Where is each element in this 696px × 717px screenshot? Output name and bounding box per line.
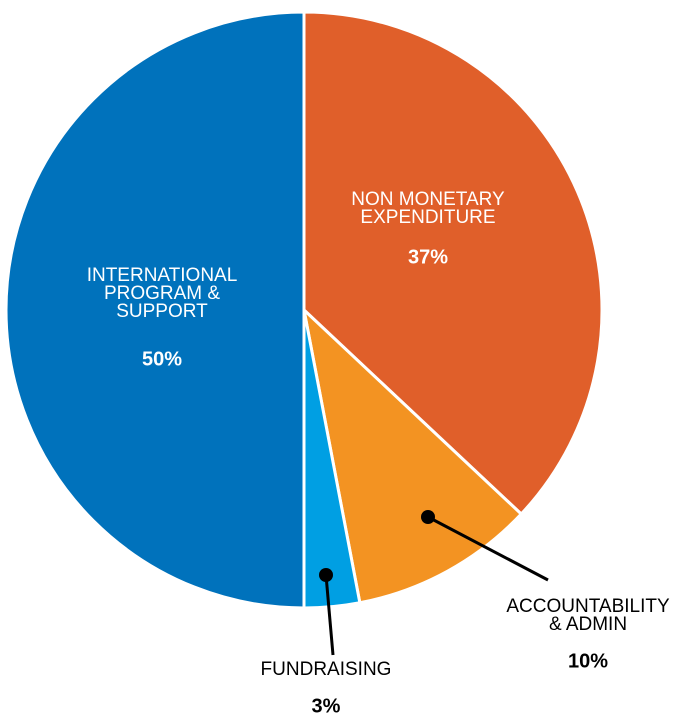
slice-label: SUPPORT [116, 301, 208, 322]
slice-label: NON MONETARY [351, 189, 505, 210]
slice-label: ACCOUNTABILITY [506, 596, 670, 617]
leader-dot [421, 510, 435, 524]
slice-label: EXPENDITURE [360, 207, 495, 228]
pie-slice [301, 305, 524, 605]
leader-dot [319, 568, 333, 582]
slice-label: FUNDRAISING [261, 659, 392, 680]
slice-value-label: 50% [142, 348, 182, 370]
slice-value-label: 3% [312, 695, 341, 717]
slice-value-label: 37% [408, 246, 448, 268]
slice-label: & ADMIN [549, 614, 627, 635]
pie-slice [4, 10, 306, 610]
pie-slice [302, 10, 604, 517]
leader-line [324, 574, 335, 656]
leader-line [427, 515, 549, 582]
slice-label: PROGRAM & [104, 283, 220, 304]
slice-value-label: 10% [568, 650, 608, 672]
slice-label: INTERNATIONAL [87, 265, 238, 286]
